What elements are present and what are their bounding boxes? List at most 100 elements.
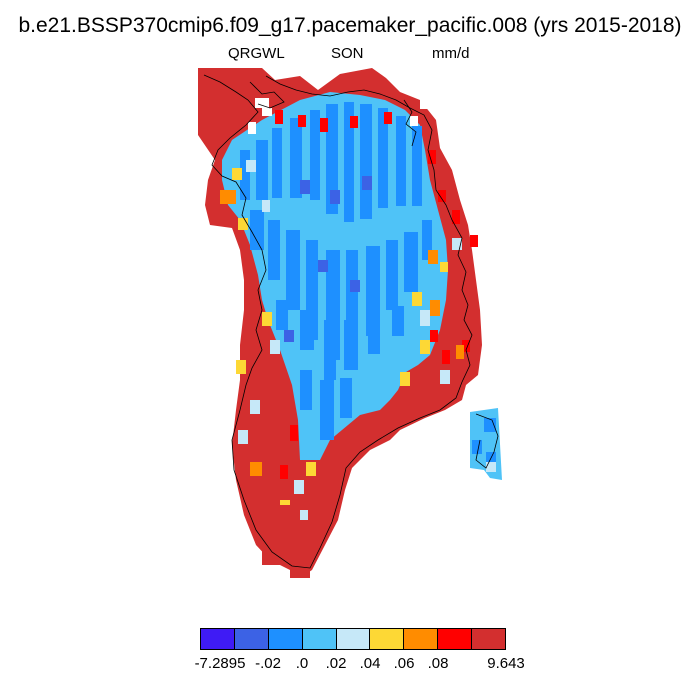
interior-band: [250, 210, 264, 250]
warm-cell: [456, 345, 464, 359]
colorbar-box: [370, 629, 405, 649]
tail-cell: [268, 505, 300, 545]
warm-cell: [420, 340, 430, 354]
interior-band: [326, 104, 338, 214]
land-cells: [198, 68, 502, 578]
colorbar-box: [234, 629, 269, 649]
interior-cell: [362, 176, 372, 190]
gap-cell: [255, 98, 269, 108]
coastline-east-fjord: [403, 99, 417, 147]
colorbar-tick-label: 9.643: [487, 655, 525, 672]
warm-cell: [232, 168, 242, 180]
warm-cell: [238, 218, 248, 230]
colorbar-tick-label: .0: [295, 655, 309, 672]
warm-cell: [250, 462, 262, 476]
colorbar-tick-label: -.02: [255, 655, 281, 672]
season-label: SON: [331, 45, 364, 62]
units-label: mm/d: [432, 45, 470, 62]
colorbar-tick-label: .06: [393, 655, 415, 672]
margin-red-cell: [280, 465, 288, 479]
pale-cell: [246, 160, 256, 172]
interior-band: [344, 320, 358, 370]
interior-cell: [318, 260, 328, 272]
colorbar-box: [404, 629, 439, 649]
interior-band: [240, 150, 250, 200]
margin-red-cell: [350, 116, 358, 128]
margin-red-cell: [290, 425, 298, 441]
colorbar-box: [438, 629, 473, 649]
pale-cell: [270, 340, 280, 354]
pale-cell: [420, 310, 430, 326]
margin-red-cell: [442, 350, 450, 364]
warm-cell: [262, 312, 272, 326]
interior-cell: [330, 190, 340, 204]
interior-band: [272, 128, 282, 198]
gap-cell: [410, 116, 418, 126]
margin-red-cell: [452, 210, 460, 224]
interior-band: [368, 314, 380, 354]
interior-band: [340, 378, 352, 418]
interior-band: [300, 310, 314, 350]
warm-cell: [412, 292, 422, 306]
gap-cell: [262, 108, 272, 116]
interior-band: [290, 118, 302, 198]
warm-cell: [236, 360, 246, 374]
warm-cell: [428, 250, 438, 264]
margin-red-cell: [298, 115, 306, 127]
interior-cell: [350, 280, 360, 292]
margin-red-cell: [320, 118, 328, 132]
colorbar-tick-label: .02: [325, 655, 347, 672]
colorbar-box: [336, 629, 371, 649]
coastline-island: [475, 413, 499, 469]
interior-band: [412, 126, 422, 206]
interior-band: [276, 300, 288, 330]
warm-cell: [400, 372, 410, 386]
interior-cell: [284, 330, 294, 342]
colorbar-box: [201, 629, 235, 649]
warm-cell: [220, 190, 236, 204]
gap-cell: [420, 95, 430, 109]
interior-band: [310, 110, 320, 200]
interior-band: [378, 108, 388, 208]
island-cell: [486, 462, 496, 472]
interior-band: [256, 140, 268, 200]
interior-band: [324, 320, 336, 380]
pale-cell: [250, 400, 260, 414]
tail-cell: [262, 545, 292, 565]
coastline: [203, 74, 499, 569]
interior-band: [360, 104, 372, 219]
interior-band: [396, 116, 406, 206]
interior-band: [286, 230, 300, 310]
warm-cell: [440, 262, 448, 272]
margin-red-cell: [470, 235, 478, 247]
coastline-main: [203, 74, 473, 569]
margin-red-cell: [428, 150, 436, 164]
interior-band: [320, 380, 334, 440]
margin-red-cell: [438, 190, 446, 202]
pale-cell: [440, 370, 450, 384]
interior-band: [404, 232, 418, 292]
pale-cell: [262, 200, 270, 212]
interior-band: [268, 220, 280, 280]
pale-cell: [294, 480, 304, 494]
plot-title: b.e21.BSSP370cmip6.f09_g17.pacemaker_pac…: [18, 14, 682, 37]
margin-red-cell: [384, 112, 392, 124]
interior-band: [300, 370, 312, 410]
tail-cell: [290, 560, 310, 578]
colorbar-tick-label: .08: [427, 655, 449, 672]
interior-band: [366, 246, 380, 336]
interior-band: [344, 102, 354, 222]
tail-cell: [300, 520, 320, 550]
pale-cell: [300, 510, 308, 524]
colorbar-tick-label: .04: [359, 655, 381, 672]
island-cell: [484, 418, 496, 432]
warm-cell: [306, 462, 316, 476]
coastline-inlet: [249, 81, 285, 109]
colorbar-tick-label: -7.2895: [194, 655, 246, 672]
interior-band: [392, 306, 404, 336]
gap-cell: [248, 122, 256, 134]
interior-band: [422, 220, 432, 260]
margin-red-cell: [275, 110, 283, 124]
island-cell: [472, 440, 482, 454]
